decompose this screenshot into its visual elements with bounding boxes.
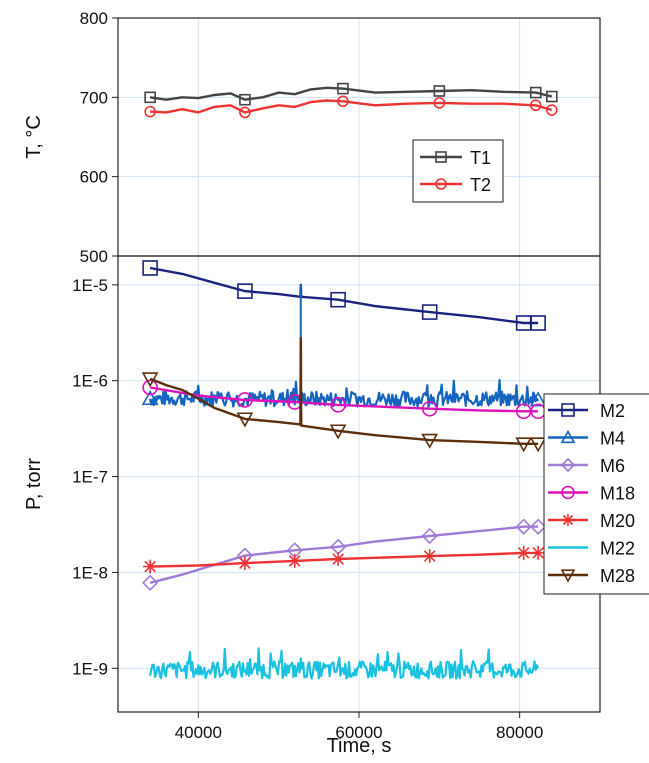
series-t2 [144,95,558,119]
series-m22 [149,647,540,680]
data-point-m20 [143,559,158,574]
data-point-t2 [433,97,446,109]
legend-label-m22: M22 [600,539,635,559]
y-axis-title-top: T, °C [23,115,45,159]
data-point-m2 [421,304,438,320]
data-point-m28 [141,372,159,388]
series-m18 [142,379,546,420]
data-point-m18 [142,379,158,396]
legend-bottom: M2 M4 M6 M18 M20 M22 M28 [543,393,649,595]
series-line-m18 [149,386,539,413]
data-point-m4 [141,390,159,406]
series-line-m2 [149,266,539,325]
legend-marker-t1 [435,151,447,163]
legend-label-m6: M6 [600,456,625,476]
data-point-m20 [331,552,346,567]
y-tick-label-bottom: 1E-6 [72,372,108,391]
series-line-m22 [149,647,540,680]
legend-label-m20: M20 [600,511,635,531]
legend-marker-m6 [560,457,576,473]
data-point-m2 [330,291,346,308]
data-point-m2 [237,283,253,299]
data-point-t1 [529,86,542,99]
data-point-m18 [330,397,346,413]
series-line-t2 [150,99,553,114]
y-axis-title-bottom: P, torr [23,458,45,510]
legend-marker-m4 [560,429,576,444]
legend-top-frame [412,139,504,203]
data-point-m20 [516,545,531,560]
series-m28 [141,336,547,453]
data-point-t2 [529,99,542,112]
data-point-m28 [329,424,347,440]
data-point-m2 [530,315,546,331]
legend-marker-m28 [560,569,576,583]
series-m20 [143,545,546,574]
data-point-m4 [529,391,547,407]
y-tick-label-top: 500 [80,247,108,266]
data-point-t1 [337,82,349,95]
legend-label-t2: T2 [470,175,491,195]
data-point-m6 [142,574,159,591]
data-point-t2 [337,95,349,108]
data-point-m18 [421,400,438,417]
y-tick-label-top: 800 [80,9,108,28]
y-tick-label-bottom: 1E-5 [72,276,108,295]
x-tick-label: 40000 [175,723,222,742]
series-line-m20 [150,551,539,568]
legend-marker-m18 [561,485,575,500]
data-point-m28 [529,437,547,453]
series-m4 [141,284,547,408]
data-point-t2 [239,106,251,119]
series-line-m4 [149,379,540,408]
legend-label-m18: M18 [600,484,635,504]
data-point-t1 [545,90,558,103]
legend-label-t1: T1 [470,148,491,168]
data-point-t2 [144,105,156,118]
grid-lines [118,17,600,712]
series-line-m6 [149,525,539,584]
data-point-m6 [515,518,532,535]
series-t1 [144,82,558,106]
data-point-m20 [287,553,302,568]
data-point-m20 [531,545,546,560]
data-point-m6 [530,518,547,535]
data-point-m2 [142,260,158,276]
x-tick-label: 80000 [496,723,543,742]
y-tick-label-top: 700 [80,88,108,107]
legend-marker-m20 [562,514,574,526]
legend-label-m2: M2 [600,401,625,421]
data-point-t1 [433,85,446,97]
data-point-t1 [239,93,251,106]
data-point-m20 [422,549,437,564]
y-tick-label-bottom: 1E-8 [72,563,108,582]
legend-marker-m2 [561,403,575,417]
series-line-m28 [149,336,539,445]
data-point-m20 [237,556,252,571]
y-tick-label-bottom: 1E-9 [72,659,108,678]
data-point-m28 [236,412,254,428]
legend-label-m28: M28 [600,566,635,586]
x-axis-title: Time, s [327,735,392,757]
data-point-m6 [421,527,438,545]
data-point-m28 [515,437,533,453]
data-point-t1 [144,91,156,104]
legend-label-m4: M4 [600,429,625,449]
legend-marker-t2 [435,178,447,190]
series-line-t1 [149,86,553,101]
x-tick-label: 60000 [335,723,382,742]
data-point-m18 [237,392,253,408]
series-m2 [142,260,546,331]
data-point-m28 [421,433,439,449]
y-tick-label-top: 600 [80,168,108,187]
y-tick-label-bottom: 1E-7 [72,468,108,487]
data-point-t2 [545,104,558,116]
